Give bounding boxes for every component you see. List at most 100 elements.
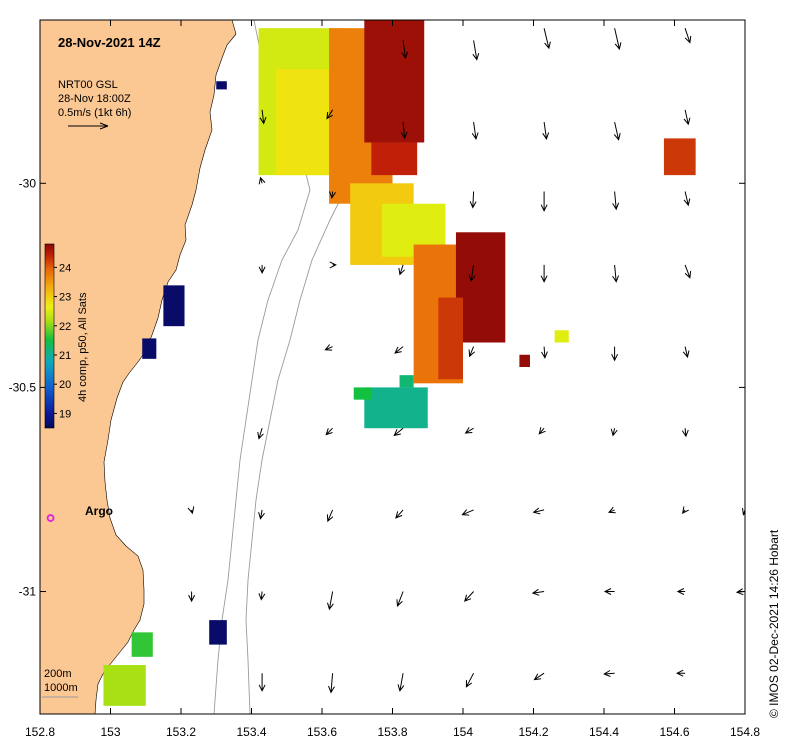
sst-patch — [438, 297, 463, 380]
current-vector — [400, 122, 408, 140]
current-vector — [401, 40, 409, 60]
vector-scale-arrowhead — [99, 122, 109, 130]
current-vector — [683, 191, 691, 207]
sst-patch — [455, 232, 506, 343]
current-vector — [259, 109, 267, 125]
current-vector — [188, 591, 196, 603]
x-tick-label: 152.8 — [25, 725, 55, 739]
colorbar-tick-label: 21 — [59, 350, 71, 362]
x-tick-label: 153.4 — [236, 725, 266, 739]
x-tick-label: 154 — [453, 725, 473, 739]
sst-layer — [103, 20, 696, 706]
current-vector — [542, 122, 550, 141]
model-time: 28-Nov 18:00Z — [58, 93, 131, 105]
current-vector — [612, 264, 620, 283]
colorbar-ticks: 24 23 22 21 20 19 — [54, 262, 71, 420]
x-tick-label: 153.6 — [307, 725, 337, 739]
sst-patch — [353, 387, 372, 400]
x-axis: 152.8 153 153.2 153.4 153.6 153.8 154 154.2 154.… — [25, 20, 760, 739]
sst-patch — [216, 81, 227, 90]
current-vector — [603, 670, 615, 677]
current-vector — [675, 669, 686, 677]
y-axis: -30 -30.5 -31 — [9, 176, 745, 599]
current-vector — [532, 507, 545, 515]
current-vector — [258, 264, 266, 275]
sst-patch — [399, 375, 414, 388]
sst-patch — [554, 330, 569, 343]
current-vector — [468, 346, 476, 358]
colorbar-tick-label: 24 — [59, 262, 71, 274]
current-vector — [611, 346, 619, 362]
current-vector — [258, 673, 266, 692]
x-tick-label: 154.6 — [659, 725, 689, 739]
current-vector — [472, 40, 480, 61]
current-vector — [258, 591, 266, 601]
current-vector — [469, 191, 477, 209]
current-vector — [187, 506, 195, 515]
credit-text: © IMOS 02-Dec-2021 14:26 Hobart — [767, 529, 781, 718]
current-vector — [461, 509, 474, 516]
current-vector — [682, 506, 689, 514]
colorbar-label: 4h comp, p50, All Sats — [77, 292, 89, 402]
current-vector — [614, 28, 622, 51]
argo-marker — [46, 514, 55, 522]
x-tick-label: 154.8 — [730, 725, 760, 739]
map-title: 28-Nov-2021 14Z — [58, 35, 161, 50]
colorbar — [44, 243, 55, 429]
current-vector — [607, 506, 616, 514]
sst-patch — [663, 138, 696, 176]
sst-patch — [364, 387, 428, 429]
current-vector — [329, 261, 337, 269]
current-vector — [464, 591, 474, 602]
sst-patch — [142, 338, 157, 359]
colorbar-tick-label: 23 — [59, 292, 71, 304]
current-vector — [612, 191, 620, 211]
vector-scale-label: 0.5m/s (1kt 6h) — [58, 107, 131, 119]
sst-patch — [371, 142, 418, 176]
current-vector — [603, 588, 615, 595]
current-vector — [393, 427, 404, 437]
x-tick-label: 153.2 — [166, 725, 196, 739]
contour-legend-200m: 200m — [44, 668, 72, 680]
current-vector — [543, 28, 551, 50]
y-tick-label: -30.5 — [9, 380, 37, 394]
current-vector — [531, 588, 545, 596]
current-vector — [325, 427, 333, 436]
x-tick-label: 154.2 — [518, 725, 548, 739]
current-vector — [328, 673, 335, 694]
current-vector — [541, 346, 548, 359]
current-vector — [326, 109, 334, 120]
y-tick-label: -31 — [19, 585, 37, 599]
contour-legend-1000m: 1000m — [44, 682, 78, 694]
land-coastline — [40, 20, 237, 714]
colorbar-tick-label: 20 — [59, 379, 71, 391]
current-vector — [682, 346, 690, 359]
argo-label: Argo — [85, 504, 113, 518]
colorbar-tick-label: 22 — [59, 321, 71, 333]
x-tick-label: 154.4 — [589, 725, 619, 739]
current-vector — [681, 428, 689, 438]
current-vectors — [187, 28, 745, 694]
current-vector — [683, 109, 691, 126]
sst-patch — [276, 68, 333, 176]
current-vector — [613, 121, 621, 141]
x-tick-label: 153.8 — [377, 725, 407, 739]
current-vector — [538, 427, 546, 435]
sst-patch — [519, 354, 530, 367]
current-vector — [465, 672, 475, 688]
current-vector — [684, 264, 692, 279]
current-vector — [471, 122, 479, 141]
current-vector — [324, 344, 333, 351]
current-vector — [676, 588, 686, 595]
current-vector — [258, 509, 265, 520]
y-tick-label: -30 — [19, 176, 37, 190]
current-vector — [540, 191, 548, 212]
current-vector — [395, 509, 404, 519]
current-vector — [464, 427, 474, 434]
x-tick-label: 153 — [100, 725, 120, 739]
current-vector — [398, 264, 405, 276]
current-vector — [684, 28, 692, 44]
sst-patch — [209, 620, 227, 645]
current-vector — [326, 509, 334, 523]
current-vector — [468, 264, 476, 282]
